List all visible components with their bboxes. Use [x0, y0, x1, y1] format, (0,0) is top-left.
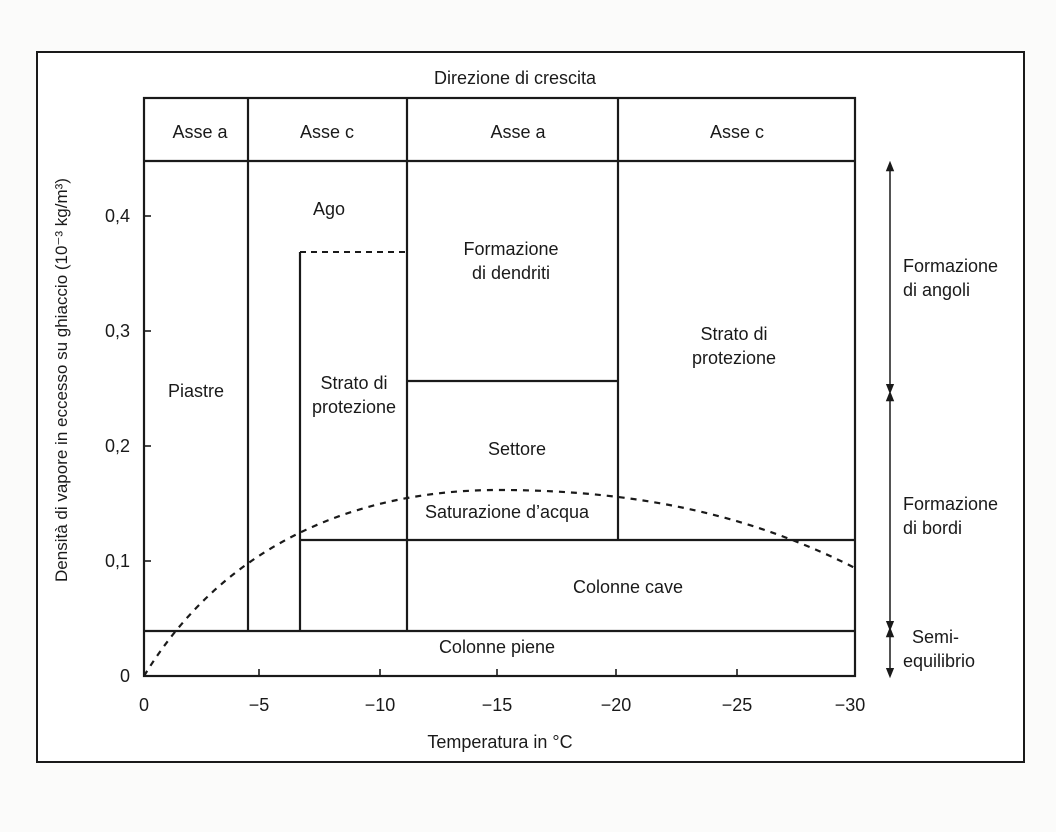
label-settore: Settore — [488, 439, 546, 459]
label-strato-c-line2: protezione — [312, 397, 396, 417]
label-colonne-piene: Colonne piene — [439, 637, 555, 657]
x-tick-label-minus-5: −5 — [249, 695, 270, 715]
y-tick-label-0-1: 0,1 — [105, 551, 130, 571]
header-axis-a-2: Asse a — [490, 122, 546, 142]
label-strato-c-line1: Strato di — [320, 373, 387, 393]
x-tick-label-minus-30: −30 — [835, 695, 866, 715]
x-tick-label-0: 0 — [139, 695, 149, 715]
region-boundaries — [144, 161, 855, 633]
label-saturazione: Saturazione d’acqua — [425, 502, 590, 522]
label-strato-a-line1: Strato di — [700, 324, 767, 344]
y-tick-label-0-4: 0,4 — [105, 206, 130, 226]
y-tick-marks — [144, 215, 151, 562]
side-label-angoli-line2: di angoli — [903, 280, 970, 300]
side-label-angoli-line1: Formazione — [903, 256, 998, 276]
label-ago: Ago — [313, 199, 345, 219]
side-label-semi-line2: equilibrio — [903, 651, 975, 671]
y-tick-label-0-2: 0,2 — [105, 436, 130, 456]
header-axis-a-1: Asse a — [172, 122, 228, 142]
x-axis-title: Temperatura in °C — [427, 732, 572, 752]
x-tick-label-minus-15: −15 — [482, 695, 513, 715]
plot-box — [142, 96, 857, 678]
x-tick-label-minus-25: −25 — [722, 695, 753, 715]
label-piastre: Piastre — [168, 381, 224, 401]
label-dendriti-line1: Formazione — [463, 239, 558, 259]
x-tick-label-minus-10: −10 — [365, 695, 396, 715]
x-tick-marks — [258, 669, 738, 676]
side-label-semi-line1: Semi- — [912, 627, 959, 647]
label-dendriti-line2: di dendriti — [472, 263, 550, 283]
x-tick-label-minus-20: −20 — [601, 695, 632, 715]
y-axis-title: Densità di vapore in eccesso su ghiaccio… — [52, 178, 71, 582]
header-row-lines — [144, 98, 855, 163]
label-strato-a-line2: protezione — [692, 348, 776, 368]
side-label-bordi-line2: di bordi — [903, 518, 962, 538]
header-axis-c-1: Asse c — [300, 122, 354, 142]
growth-direction-title: Direzione di crescita — [434, 68, 597, 88]
y-tick-label-0: 0 — [120, 666, 130, 686]
label-colonne-cave: Colonne cave — [573, 577, 683, 597]
header-axis-c-2: Asse c — [710, 122, 764, 142]
y-tick-label-0-3: 0,3 — [105, 321, 130, 341]
figure-frame — [36, 51, 1025, 763]
side-label-bordi-line1: Formazione — [903, 494, 998, 514]
